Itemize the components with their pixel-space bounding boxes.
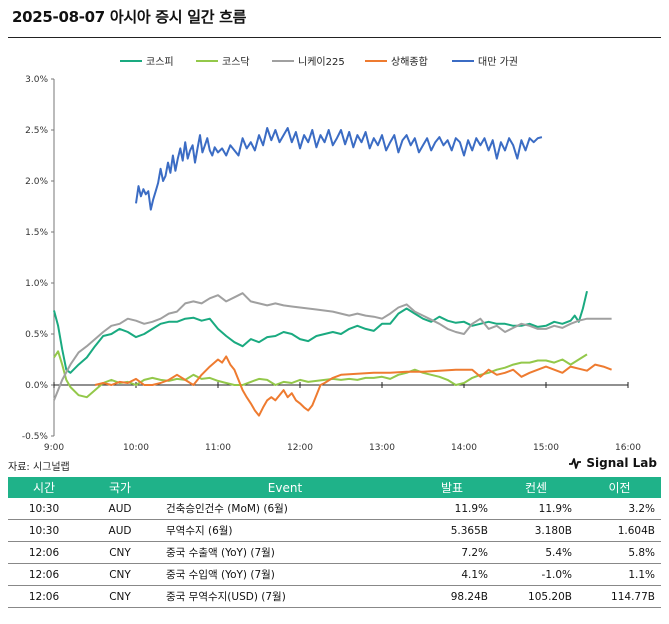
x-tick-label: 13:00 <box>369 443 395 453</box>
cell-time: 12:06 <box>8 541 80 564</box>
cell-previous: 5.8% <box>578 541 661 564</box>
table-row: 12:06 CNY 중국 무역수지(USD) (7월) 98.24B 105.2… <box>8 585 661 608</box>
table-row: 12:06 CNY 중국 수출액 (YoY) (7월) 7.2% 5.4% 5.… <box>8 541 661 564</box>
series-line-니케이225 <box>53 292 612 401</box>
cell-consensus: -1.0% <box>494 563 578 586</box>
cell-country: AUD <box>80 498 160 520</box>
legend-label: 대만 가권 <box>478 56 518 68</box>
cell-country: AUD <box>80 519 160 542</box>
x-tick-label: 12:00 <box>287 443 313 453</box>
signal-wave-icon <box>569 458 582 469</box>
y-tick-label: 3.0% <box>25 75 48 85</box>
cell-event: 중국 수출액 (YoY) (7월) <box>160 541 410 564</box>
x-tick-label: 15:00 <box>533 443 559 453</box>
cell-previous: 3.2% <box>578 498 661 520</box>
legend-label: 코스닥 <box>222 56 250 68</box>
y-tick-label: 0.0% <box>25 381 48 391</box>
y-tick-label: 0.5% <box>25 330 48 340</box>
cell-actual: 11.9% <box>410 498 494 520</box>
cell-consensus: 5.4% <box>494 541 578 564</box>
cell-event: 무역수지 (6월) <box>160 519 410 542</box>
series-line-대만 가권 <box>135 127 543 211</box>
cell-actual: 98.24B <box>410 585 494 608</box>
cell-time: 12:06 <box>8 563 80 586</box>
series-line-코스닥 <box>53 350 588 399</box>
cell-time: 12:06 <box>8 585 80 608</box>
brand-name: Signal Lab <box>586 456 657 470</box>
market-flow-chart: 3.0% 2.5% 2.0% 1.5% 1.0% 0.5% 0.0% -0.5%9:00 10:… <box>22 55 641 453</box>
y-tick-label: 2.0% <box>25 177 48 187</box>
cell-previous: 114.77B <box>578 585 661 608</box>
column-header-country: 국가 <box>108 481 132 495</box>
x-tick-label: 10:00 <box>123 443 149 453</box>
y-tick-label: -0.5% <box>22 432 49 442</box>
brand-logo: Signal Lab <box>568 456 657 470</box>
cell-event: 건축승인건수 (MoM) (6월) <box>160 498 410 520</box>
x-tick-label: 16:00 <box>615 443 641 453</box>
x-tick-label: 14:00 <box>451 443 477 453</box>
cell-consensus: 3.180B <box>494 519 578 542</box>
column-header-event: Event <box>267 480 303 495</box>
y-tick-label: 1.0% <box>25 279 48 289</box>
column-header-consensus: 컨센 <box>524 481 548 495</box>
series-line-상해종합 <box>94 355 612 417</box>
legend-label: 코스피 <box>146 56 174 68</box>
x-tick-label: 11:00 <box>205 443 231 453</box>
table-row: 12:06 CNY 중국 수입액 (YoY) (7월) 4.1% -1.0% 1… <box>8 563 661 586</box>
series-line-코스피 <box>53 290 588 374</box>
table-row: 10:30 AUD 건축승인건수 (MoM) (6월) 11.9% 11.9% … <box>8 498 661 520</box>
table-header-row: 시간 국가 Event 발표 컨센 이전 <box>8 477 661 498</box>
cell-country: CNY <box>80 541 160 564</box>
y-tick-label: 2.5% <box>25 126 48 136</box>
cell-country: CNY <box>80 585 160 608</box>
legend-label: 상해종합 <box>391 55 428 68</box>
cell-actual: 5.365B <box>410 519 494 542</box>
cell-country: CNY <box>80 563 160 586</box>
cell-event: 중국 수입액 (YoY) (7월) <box>160 563 410 586</box>
x-tick-label: 9:00 <box>44 443 64 453</box>
cell-previous: 1.1% <box>578 563 661 586</box>
cell-actual: 4.1% <box>410 563 494 586</box>
page-title: 2025-08-07 아시아 증시 일간 흐름 <box>12 8 247 26</box>
title-divider <box>8 37 661 38</box>
y-tick-label: 1.5% <box>25 228 48 238</box>
legend-label: 니케이225 <box>298 56 345 68</box>
column-header-previous: 이전 <box>608 481 631 495</box>
cell-previous: 1.604B <box>578 519 661 542</box>
cell-consensus: 11.9% <box>494 498 578 520</box>
source-note: 자료: 시그널랩 <box>8 462 70 473</box>
cell-time: 10:30 <box>8 498 80 520</box>
economic-events-table: 시간 국가 Event 발표 컨센 이전 10:30 AUD 건축승인건수 (M… <box>8 477 661 608</box>
column-header-time: 시간 <box>32 481 56 495</box>
cell-actual: 7.2% <box>410 541 494 564</box>
cell-event: 중국 무역수지(USD) (7월) <box>160 585 410 608</box>
cell-time: 10:30 <box>8 519 80 542</box>
cell-consensus: 105.20B <box>494 585 578 608</box>
column-header-actual: 발표 <box>440 481 464 495</box>
table-row: 10:30 AUD 무역수지 (6월) 5.365B 3.180B 1.604B <box>8 519 661 542</box>
